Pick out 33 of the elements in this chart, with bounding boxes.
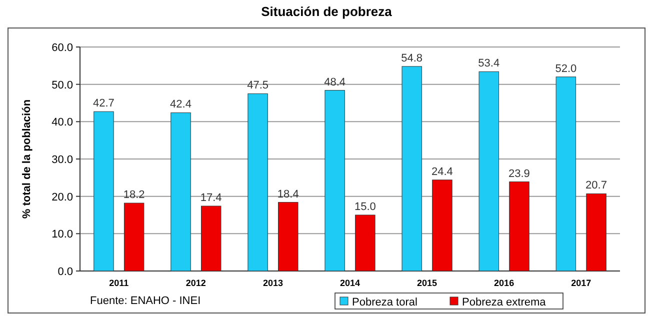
- x-tick-label: 2016: [494, 278, 514, 288]
- data-label: 42.7: [93, 98, 114, 110]
- data-label: 42.4: [170, 98, 192, 111]
- chart-title: Situación de pobreza: [261, 4, 393, 19]
- y-tick-label: 20.0: [52, 191, 73, 204]
- x-tick-label: 2011: [109, 278, 129, 288]
- x-tick-label: 2013: [262, 278, 283, 288]
- y-tick-label: 40.0: [52, 116, 73, 129]
- y-tick-label: 50.0: [52, 79, 73, 92]
- data-label: 17.4: [200, 192, 222, 204]
- y-tick-label: 30.0: [52, 154, 73, 166]
- data-label: 54.8: [401, 52, 423, 64]
- data-label: 52.0: [555, 62, 577, 75]
- source-note: Fuente: ENAHO - INEI: [90, 295, 201, 307]
- x-tick-label: 2015: [417, 278, 438, 288]
- x-tick-label: 2017: [571, 278, 592, 288]
- data-label: 23.9: [508, 168, 530, 180]
- data-label: 24.4: [431, 166, 453, 178]
- data-label: 53.4: [478, 58, 500, 70]
- x-tick-label: 2012: [186, 278, 206, 288]
- data-label: 20.7: [586, 180, 607, 192]
- y-tick-label: 10.0: [52, 228, 73, 241]
- legend-label: Pobreza extrema: [462, 296, 547, 308]
- y-tick-label: 60.0: [52, 42, 73, 54]
- x-tick-label: 2014: [340, 278, 360, 288]
- legend-label: Pobreza toral: [352, 296, 418, 308]
- data-label: 47.5: [247, 80, 269, 92]
- y-axis-title: % total de la población: [21, 99, 33, 219]
- data-label: 15.0: [354, 201, 376, 213]
- data-label: 48.4: [324, 76, 346, 88]
- data-label: 18.4: [277, 188, 299, 200]
- data-label: 18.2: [123, 189, 145, 202]
- y-tick-label: 0.0: [58, 266, 73, 278]
